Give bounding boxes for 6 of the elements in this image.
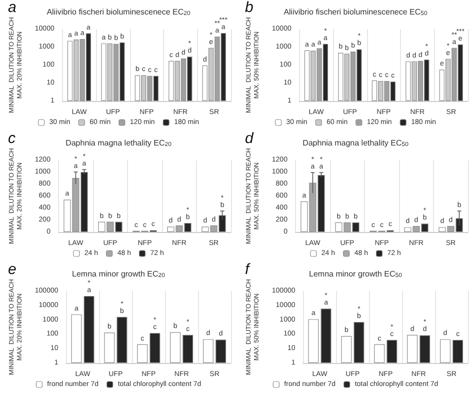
text: e bbox=[8, 261, 16, 278]
text: f bbox=[245, 261, 251, 278]
text: b bbox=[245, 0, 254, 16]
text: c bbox=[8, 130, 16, 147]
text: d bbox=[245, 130, 254, 147]
text: a bbox=[8, 0, 16, 16]
